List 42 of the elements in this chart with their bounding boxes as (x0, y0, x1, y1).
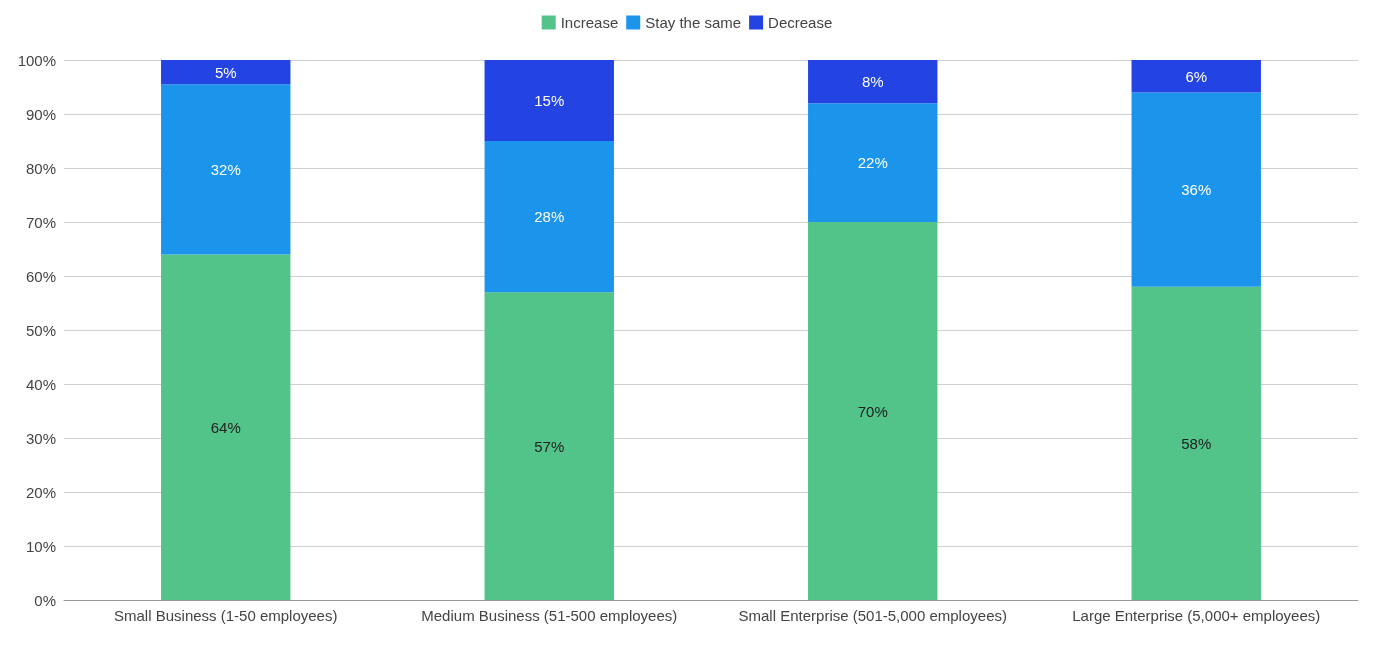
data-label: 32% (210, 160, 241, 178)
bar (484, 292, 614, 600)
bar (808, 60, 938, 104)
y-tick-label: 90% (25, 105, 56, 123)
bar (808, 103, 938, 222)
x-tick-label: Medium Business (51-500 employees) (421, 607, 678, 624)
data-label: 28% (534, 208, 565, 226)
y-tick-label: 100% (17, 51, 56, 69)
bar (808, 222, 938, 600)
data-label: 64% (210, 418, 241, 436)
legend-label: Decrease (768, 14, 833, 31)
data-label: 8% (861, 73, 884, 91)
bar (1131, 60, 1261, 93)
y-tick-label: 50% (25, 321, 56, 339)
x-tick-label: Small Enterprise (501-5,000 employees) (738, 607, 1007, 624)
data-label: 58% (1181, 434, 1212, 452)
data-label: 36% (1181, 181, 1212, 199)
data-label: 70% (857, 402, 888, 420)
bar (161, 60, 291, 85)
bar (484, 141, 614, 293)
data-label: 5% (214, 63, 237, 81)
y-tick-label: 0% (34, 591, 56, 609)
data-label: 6% (1185, 67, 1208, 85)
bar (161, 84, 291, 255)
bar (484, 60, 614, 141)
bar (1131, 92, 1261, 287)
bar (1131, 286, 1261, 600)
y-tick-label: 20% (25, 483, 56, 501)
y-tick-label: 60% (25, 267, 56, 285)
data-label: 15% (534, 92, 565, 109)
y-tick-label: 80% (25, 159, 56, 177)
legend-label: Increase (560, 14, 619, 31)
data-label: 57% (534, 437, 565, 455)
legend-label: Stay the same (645, 14, 742, 31)
bar (161, 254, 291, 600)
data-label: 22% (857, 154, 888, 172)
y-tick-label: 10% (25, 537, 56, 555)
x-tick-label: Large Enterprise (5,000+ employees) (1072, 607, 1321, 624)
y-tick-label: 70% (25, 213, 56, 231)
x-tick-label: Small Business (1-50 employees) (114, 607, 338, 624)
y-tick-label: 30% (25, 429, 56, 447)
y-tick-label: 40% (25, 375, 56, 393)
